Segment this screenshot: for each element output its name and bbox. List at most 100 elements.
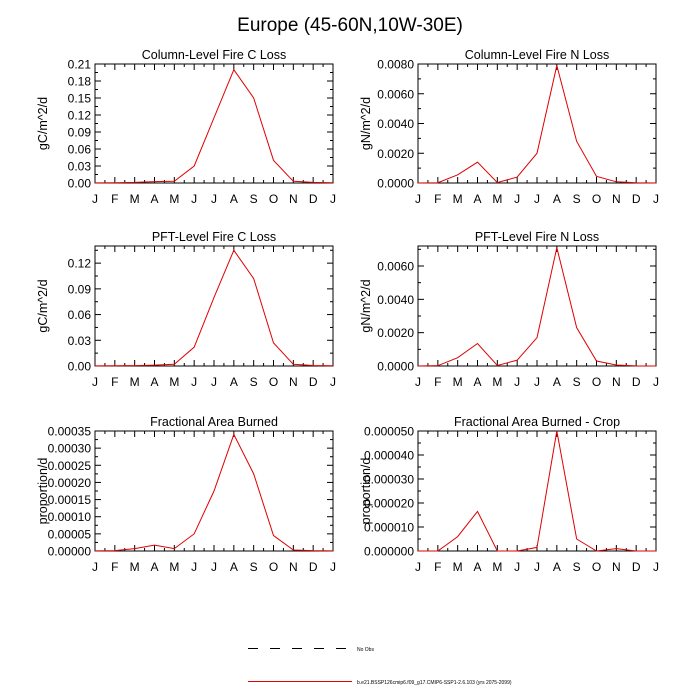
y-tick-label: 0.000030 [364,473,414,487]
x-tick-label: N [289,192,298,206]
x-tick-label: J [534,192,540,206]
x-tick-label: D [632,192,641,206]
x-tick-label: M [130,192,140,206]
x-tick-label: J [191,192,197,206]
series-line [418,430,656,552]
plot-frame [94,63,334,184]
plot-frame [417,245,657,367]
x-tick-label: J [211,192,217,206]
chart-panel-5: J F M A M J J A S O N D J0.000000.000050.000100.0001… [36,415,336,574]
legend-obs-label: No Obs [357,647,374,653]
y-tick-label: 0.00025 [48,459,92,473]
y-tick-label: 0.0020 [377,147,414,161]
x-tick-label: F [111,192,118,206]
y-tick-label: 0.06 [68,143,92,157]
y-tick-label: 0.12 [68,257,92,271]
x-tick-label: M [169,375,179,389]
y-tick-label: 0.000050 [364,425,414,439]
chart-panel-1: J F M A M J J A S O N D J0.000.030.060.090.120.150.1… [36,48,336,206]
x-tick-label: J [211,560,217,574]
chart-panel-3: J F M A M J J A S O N D J0.000.030.060.090.12PFT-Lev… [36,230,336,389]
x-tick-label: F [111,375,118,389]
y-tick-label: 0.12 [68,109,92,123]
y-tick-label: 0.00030 [48,442,92,456]
x-tick-label: D [632,375,641,389]
x-tick-label: J [191,560,197,574]
x-tick-label: N [612,560,621,574]
y-tick-label: 0.00010 [48,510,92,524]
y-tick-label: 0.0060 [377,260,414,274]
x-tick-label: M [130,375,140,389]
x-tick-label: J [211,375,217,389]
y-tick-label: 0.00005 [48,527,92,541]
x-tick-label: M [453,560,463,574]
x-tick-label: J [191,375,197,389]
y-axis-label: gC/m^2/d [36,279,50,332]
y-tick-label: 0.0020 [377,326,414,340]
x-tick-label: O [269,560,278,574]
y-tick-label: 0.000040 [364,449,414,463]
x-tick-label: J [653,192,659,206]
y-tick-label: 0.0060 [377,87,414,101]
x-tick-label: J [653,560,659,574]
series-line [94,68,334,184]
x-tick-label: M [169,560,179,574]
y-tick-label: 0.0040 [377,293,414,307]
panel-title: Column-Level Fire N Loss [465,48,610,62]
x-tick-label: D [309,560,318,574]
x-tick-label: M [130,560,140,574]
y-tick-label: 0.00015 [48,493,92,507]
x-tick-label: J [330,192,336,206]
y-tick-label: 0.03 [68,334,92,348]
y-tick-label: 0.09 [68,282,92,296]
x-tick-label: D [309,192,318,206]
x-tick-label: J [534,375,540,389]
panel-title: PFT-Level Fire N Loss [475,230,599,244]
y-tick-label: 0.15 [68,92,92,106]
x-tick-label: J [653,375,659,389]
x-tick-label: S [250,560,258,574]
x-tick-label: N [612,192,621,206]
x-tick-label: J [415,560,421,574]
x-tick-label: A [473,560,481,574]
legend-model-label: b.e21.BSSP126cmip6.f09_g17.CMIP6-SSP1-2.… [357,680,512,686]
series-line [417,65,657,184]
series-line [94,249,334,367]
panel-title: PFT-Level Fire C Loss [152,230,276,244]
legend-obs-entry: No Obs [248,647,374,653]
x-tick-label: J [330,560,336,574]
x-tick-label: F [434,560,441,574]
x-tick-label: S [573,560,581,574]
series-line [417,247,657,367]
x-tick-label: S [573,192,581,206]
plot-frame [417,430,657,552]
x-tick-label: F [111,560,118,574]
x-tick-label: A [473,192,481,206]
x-tick-label: S [573,375,581,389]
x-tick-label: O [269,192,278,206]
x-tick-label: J [415,375,421,389]
y-tick-label: 0.0000 [377,177,414,191]
y-tick-label: 0.0080 [377,58,414,72]
y-tick-label: 0.00 [68,360,92,374]
x-tick-label: M [453,192,463,206]
plot-frame [94,245,334,367]
y-tick-label: 0.00020 [48,476,92,490]
x-tick-label: J [534,560,540,574]
x-tick-label: A [553,192,561,206]
x-tick-label: J [92,375,98,389]
x-tick-label: D [632,560,641,574]
y-tick-label: 0.09 [68,126,92,140]
x-tick-label: O [592,192,601,206]
x-tick-label: A [150,375,158,389]
x-tick-label: M [453,375,463,389]
x-tick-label: S [250,192,258,206]
y-axis-label: gC/m^2/d [36,97,50,150]
x-tick-label: A [150,192,158,206]
x-tick-label: J [415,192,421,206]
x-tick-label: O [269,375,278,389]
x-tick-label: M [492,560,502,574]
y-axis-label: proportion/d [359,458,373,525]
x-tick-label: J [514,375,520,389]
